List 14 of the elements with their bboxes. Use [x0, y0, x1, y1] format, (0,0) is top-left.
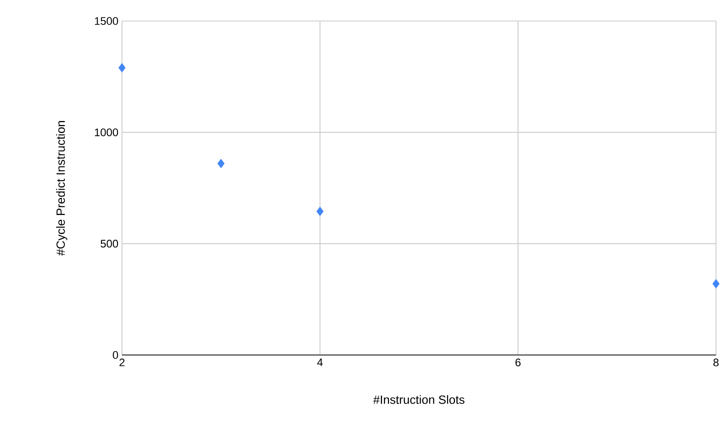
x-axis-title: #Instruction Slots: [373, 395, 464, 404]
point: [118, 63, 126, 72]
point: [316, 206, 324, 216]
y-tick-label: 500: [100, 240, 118, 248]
x-tick-label: 8: [713, 358, 719, 366]
point: [712, 279, 720, 288]
x-tick-label: 2: [120, 358, 125, 366]
y-tick-label: 1500: [94, 17, 118, 25]
x-tick-label: 6: [516, 358, 521, 366]
y-tick-label: 1000: [94, 128, 118, 136]
x-tick-label: 4: [317, 358, 323, 366]
y-axis-title: #Cycle Predict Instruction: [56, 121, 68, 256]
y-tick-label: 0: [112, 351, 118, 359]
point: [217, 158, 225, 168]
